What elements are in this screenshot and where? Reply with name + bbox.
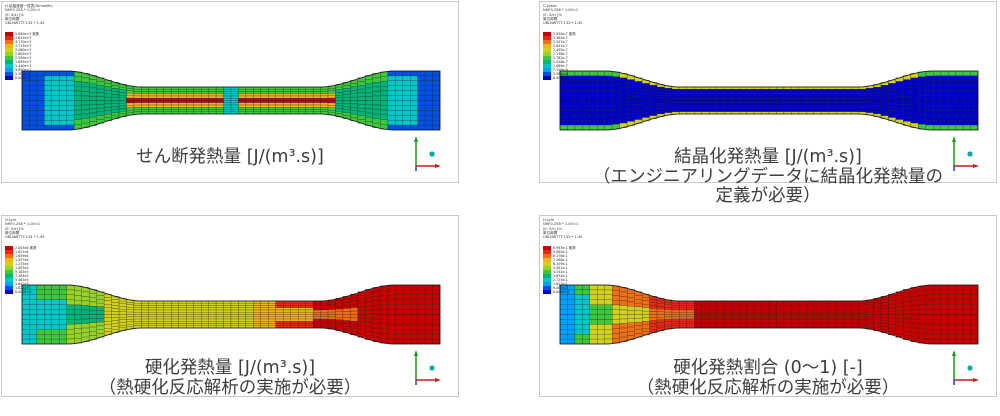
- mesh-model: [21, 70, 441, 131]
- plot-header: H-結晶速度一覧表(Temasfik) NHF0.258 * 1.00<1 (E…: [5, 4, 53, 26]
- axis-triad-icon: [952, 136, 979, 171]
- legend-color-bar: [543, 32, 551, 80]
- legend-values: 3.920e-7 実測 3.564e-7 3.207e-7 2.851e-7 2…: [553, 32, 576, 80]
- legend-color-bar: [5, 246, 13, 294]
- contour-plot-shear: H-結晶速度一覧表(Temasfik) NHF0.258 * 1.00<1 (E…: [1, 1, 459, 183]
- contour-plot-curing: H-Lym NHF0.258 * 1.00<1 (E: S/s) [% 単位時間…: [1, 215, 459, 397]
- legend-values: 2.003e4 実測 1.821e4 1.639e4 1.457e4 1.275…: [15, 246, 37, 294]
- axis-triad-icon: [952, 350, 979, 385]
- caption-crystallization: 結晶化発熱量 [J/(m³.s)] （エンジニアリングデータに結晶化発熱量の 定…: [593, 147, 943, 206]
- color-legend: 3.920e-7 実測 3.564e-7 3.207e-7 2.851e-7 2…: [543, 32, 575, 80]
- caption-curing: 硬化発熱量 [J/(m³.s)] （熱硬化反応解析の実施が必要）: [98, 358, 362, 398]
- caption-shear: せん断発熱量 [J/(m³.s)]: [136, 147, 324, 167]
- mesh-model: [21, 284, 441, 345]
- axis-triad-icon: [414, 350, 441, 385]
- legend-values: 9.993e-1 実測 9.085e-1 8.176e-1 7.268e-1 6…: [553, 246, 576, 294]
- legend-values: 5.080e+3 実測 4.625e+3 4.170e+3 3.715e+3 3…: [15, 32, 39, 80]
- plot-header: H-Lym NHF0.258 * 1.00<1 (E: S/s) [% 単位時間…: [5, 218, 45, 240]
- color-legend: 2.003e4 実測 1.821e4 1.639e4 1.457e4 1.275…: [5, 246, 36, 294]
- axis-triad-icon: [414, 136, 441, 171]
- legend-color-bar: [543, 246, 551, 294]
- plot-header: C-Lyssa NHF0.258 * 1.00<1 (E: S/s) [% 単位…: [543, 4, 583, 26]
- color-legend: 5.080e+3 実測 4.625e+3 4.170e+3 3.715e+3 3…: [5, 32, 39, 80]
- legend-color-bar: [5, 32, 13, 80]
- contour-plot-cure-ratio: H-Lym NHF0.258 * 1.00<1 (E: S/s) [% 単位時間…: [539, 215, 997, 397]
- mesh-model: [559, 70, 979, 131]
- plot-header: H-Lym NHF0.258 * 1.00<1 (E: S/s) [% 単位時間…: [543, 218, 583, 240]
- color-legend: 9.993e-1 実測 9.085e-1 8.176e-1 7.268e-1 6…: [543, 246, 575, 294]
- contour-plot-crystallization: C-Lyssa NHF0.258 * 1.00<1 (E: S/s) [% 単位…: [539, 1, 997, 183]
- mesh-model: [559, 284, 979, 345]
- caption-cure-ratio: 硬化発熱割合 (0～1) [-] （熱硬化反応解析の実施が必要）: [636, 358, 900, 398]
